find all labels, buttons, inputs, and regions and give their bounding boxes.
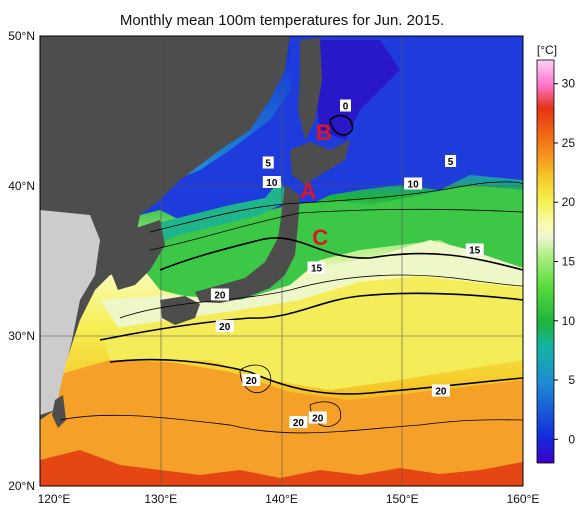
colorbar-tick-label: 30 [562,77,576,91]
colorbar-tick-label: 25 [562,136,576,150]
colorbar-tick-label: 5 [568,373,575,387]
contour-label: 10 [266,178,278,189]
colorbar-ticks: 0 5 10 15 20 25 30 [554,77,576,446]
hokkaido-island [290,140,350,185]
region-mark-a: A [300,179,316,204]
contour-label-bg [289,416,308,428]
contour-label: 5 [265,159,271,170]
latitude-ticks: 20°N 30°N 40°N 50°N [8,29,35,493]
contour-label: 20 [312,414,324,425]
contour-label-bg [465,243,484,256]
longitude-tick-label: 150°E [386,492,419,506]
contour-label-bg [339,99,351,112]
warm-yellow-region [100,276,523,390]
latitude-tick-label: 30°N [8,329,35,343]
map-frame [39,35,524,487]
longitude-tick-label: 140°E [265,492,298,506]
latitude-tick-label: 20°N [8,479,35,493]
contour-label: 20 [246,376,258,387]
longitude-ticks: 120°E 130°E 140°E 150°E 160°E [38,492,540,506]
contour-label-bg [210,288,229,301]
contour-label: 20 [293,418,305,429]
contour-lines [59,114,524,434]
contour-label: 20 [214,291,226,302]
korea-peninsula [110,220,165,290]
longitude-tick-label: 120°E [38,492,71,506]
contour-label: 15 [311,264,323,275]
region-mark-c: C [312,225,328,250]
colorbar-gradient [536,59,555,464]
contour-label-bg [262,156,274,169]
contour-label: 5 [448,157,454,168]
contour-label-bg [308,411,327,424]
contour-label: 20 [219,322,231,333]
contour-label-bg [431,384,450,397]
longitude-tick-label: 160°E [507,492,540,506]
contour-label-bg [262,176,281,188]
colorbar-tick-label: 0 [568,432,575,446]
longitude-tick-label: 130°E [144,492,177,506]
colorbar: [°C] 0 5 10 15 20 25 30 [536,43,576,464]
asia-landmass [40,36,290,420]
latitude-tick-label: 40°N [8,179,35,193]
latitude-tick-label: 50°N [8,29,35,43]
map-panel [40,36,523,486]
contour-label-bg [445,155,457,167]
contour-labels: 0 5 10 5 10 15 15 20 20 20 20 20 20 [210,99,484,429]
colorbar-tick-label: 10 [562,314,576,328]
sakhalin-island [298,38,322,140]
cool-green-band [150,180,290,245]
very-cold-water [310,40,400,140]
region-mark-b: B [316,120,332,145]
colorbar-tick-label: 20 [562,195,576,209]
contour-label: 0 [343,102,349,113]
colorbar-tick-label: 15 [562,255,576,269]
contour-label: 10 [408,180,420,191]
china-light-land [40,210,100,415]
region-marks: A B C [300,120,332,250]
colorbar-unit: [°C] [537,43,557,57]
contour-label-bg [215,320,234,332]
contour-label-bg [404,177,423,190]
contour-label: 20 [435,387,447,398]
transition-band [140,185,523,300]
contour-label-bg [242,374,261,386]
honshu-island [195,185,300,303]
contour-label-bg [307,261,326,274]
map-title: Monthly mean 100m temperatures for Jun. … [120,12,444,29]
contour-label: 15 [469,246,481,257]
